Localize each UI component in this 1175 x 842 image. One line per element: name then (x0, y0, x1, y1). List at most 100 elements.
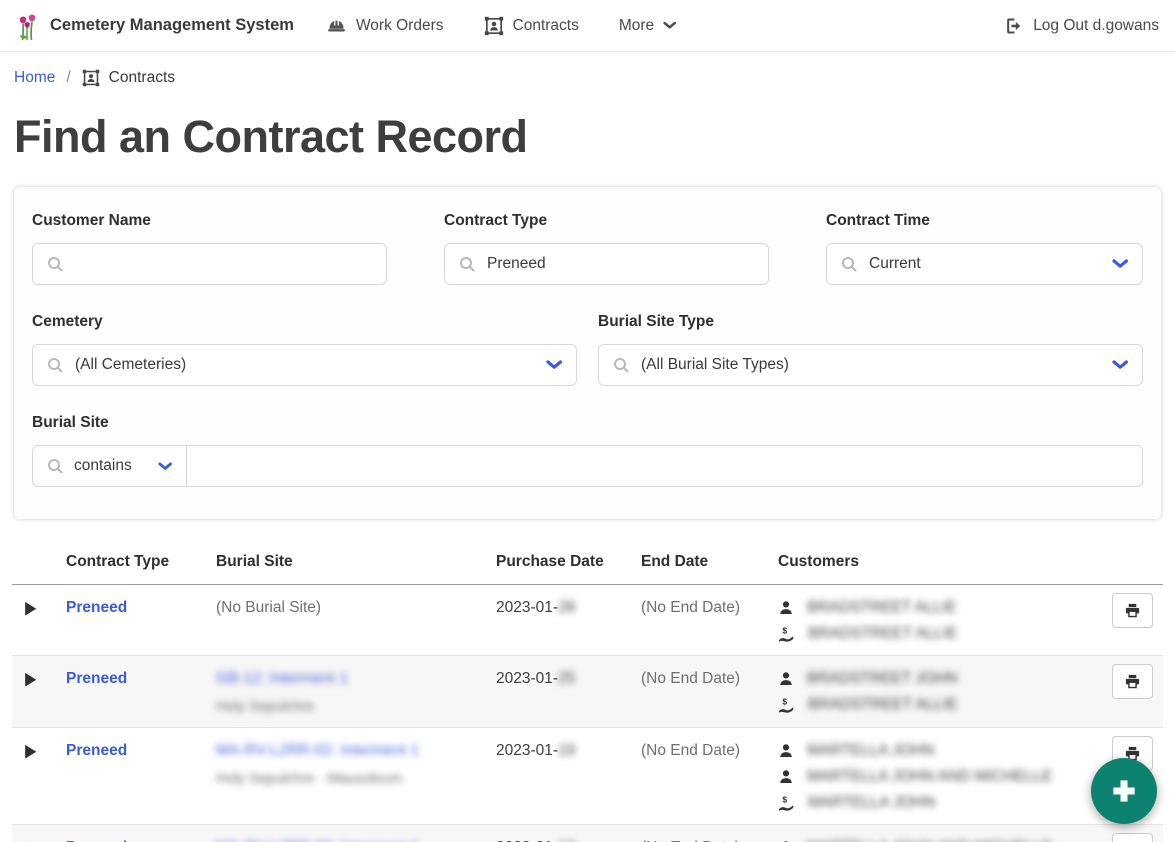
print-button[interactable] (1112, 593, 1153, 628)
contract-type-link[interactable]: Preneed (66, 670, 128, 687)
purchase-date: 2023-01-28 (496, 599, 576, 616)
customer-entry: BRADSTREET JOHN (778, 670, 1102, 688)
cemetery-label: Cemetery (32, 313, 103, 330)
expand-row-button[interactable] (24, 601, 37, 616)
tulips-logo-icon (16, 10, 39, 41)
nav-work-orders-label: Work Orders (355, 16, 444, 34)
breadcrumb-current: Contracts (81, 69, 176, 87)
hand-holding-dollar-icon (778, 626, 795, 642)
burial-site-link-redacted[interactable]: GB-12: Interment 1 (216, 670, 348, 687)
search-icon (47, 357, 63, 373)
end-date: (No End Date) (641, 670, 741, 687)
burial-site-type-value: (All Burial Site Types) (641, 356, 789, 373)
redacted-date-day: 12 (558, 839, 575, 842)
person-icon (778, 769, 794, 785)
table-row: Preneed GB-12: Interment 1 Holy Sepulchr… (12, 655, 1163, 728)
customer-name-redacted: BRADSTREET ALLIE (808, 625, 958, 642)
search-icon (613, 357, 629, 373)
add-contract-fab[interactable] (1091, 758, 1157, 824)
nav-contracts-label: Contracts (512, 16, 579, 34)
nav-more[interactable]: More (618, 16, 677, 35)
contract-type-link[interactable]: Preneed (66, 742, 128, 759)
page-title: Find an Contract Record (14, 111, 528, 162)
burial-site-combo: contains (32, 445, 1143, 487)
results-table-section: Contract Type Burial Site Purchase Date … (12, 541, 1163, 842)
chevron-down-icon (158, 461, 172, 471)
chevron-down-icon (546, 360, 562, 370)
burial-site-sub-redacted: Holy Sepulchre - Mausoleum (216, 771, 403, 787)
plus-icon (1109, 776, 1139, 806)
print-button[interactable] (1112, 664, 1153, 699)
contract-time-dropdown[interactable]: Current (826, 243, 1143, 285)
contract-type-link[interactable]: Preneed (66, 839, 127, 842)
redacted-date-day: 28 (558, 599, 576, 616)
person-icon (778, 671, 794, 687)
contract-time-field-group: Contract Time Current (826, 212, 1143, 285)
burial-site-operator-value: contains (74, 457, 132, 474)
hard-hat-icon (326, 15, 347, 36)
expand-row-button[interactable] (24, 744, 37, 759)
burial-site-field-group: Burial Site contains (32, 414, 1143, 487)
search-icon (47, 458, 63, 474)
burial-site-type-dropdown[interactable]: (All Burial Site Types) (598, 344, 1143, 386)
print-button[interactable] (1112, 833, 1153, 842)
contract-time-value: Current (869, 255, 921, 272)
nav-more-label: More (618, 16, 655, 34)
portrait-frame-icon (483, 15, 504, 36)
customer-entry: BRADSTREET ALLIE (778, 599, 1102, 617)
customer-name-redacted: BRADSTREET ALLIE (807, 599, 957, 616)
cemetery-dropdown[interactable]: (All Cemeteries) (32, 344, 577, 386)
breadcrumb: Home / Contracts (0, 52, 1175, 99)
nav-work-orders[interactable]: Work Orders (326, 15, 444, 36)
customer-name-field-group: Customer Name (32, 212, 387, 285)
burial-site-sub-redacted: Holy Sepulchre (216, 699, 315, 715)
burial-site-operator-dropdown[interactable]: contains (33, 446, 187, 486)
printer-icon (1124, 673, 1141, 690)
purchase-date: 2023-01-25 (496, 670, 576, 687)
breadcrumb-home-link[interactable]: Home (14, 69, 56, 86)
table-row: Preneed MA-RV-L2RR-02: Interment 1 Holy … (12, 728, 1163, 825)
contract-type-link[interactable]: Preneed (66, 599, 128, 616)
customer-name-redacted: MARTELLA JOHN (807, 742, 935, 759)
end-date: (No End Date) (641, 839, 740, 842)
customer-name-redacted: BRADSTREET JOHN (807, 670, 958, 687)
search-icon (841, 256, 857, 272)
portrait-frame-icon (81, 69, 100, 87)
expand-row-button[interactable] (24, 672, 37, 687)
table-row: Preneed MA-RV-L2RR-03: Interment 1 Holy … (12, 824, 1163, 842)
customer-entry: BRADSTREET ALLIE (778, 696, 1102, 714)
breadcrumb-current-label: Contracts (108, 69, 176, 86)
burial-site-link-redacted[interactable]: MA-RV-L2RR-03: Interment 1 (216, 839, 419, 842)
end-date: (No End Date) (641, 742, 741, 759)
customer-name-redacted: BRADSTREET ALLIE (808, 696, 958, 713)
redacted-date-day: 25 (558, 670, 576, 687)
customer-name-input-wrap (32, 243, 387, 285)
burial-site-input[interactable] (187, 446, 1142, 486)
customer-name-redacted: MARTELLA JOHN AND MICHELLE (807, 768, 1053, 785)
purchase-date: 2023-01-12 (496, 839, 575, 842)
header-contract-type: Contract Type (58, 541, 208, 585)
burial-site-label: Burial Site (32, 414, 109, 431)
chevron-down-icon (1112, 259, 1128, 269)
customer-name-input[interactable] (75, 244, 372, 284)
burial-site-link-redacted[interactable]: MA-RV-L2RR-02: Interment 1 (216, 742, 420, 759)
burial-site-type-label: Burial Site Type (598, 313, 714, 330)
logout-label: Log Out d.gowans (1033, 16, 1159, 34)
header-customers: Customers (770, 541, 1110, 585)
table-header-row: Contract Type Burial Site Purchase Date … (12, 541, 1163, 585)
contract-type-dropdown[interactable]: Preneed (444, 243, 769, 285)
customer-name-redacted: MARTELLA JOHN (808, 794, 936, 811)
search-icon (459, 256, 475, 272)
logout-button[interactable]: Log Out d.gowans (1004, 16, 1159, 36)
table-row: Preneed (No Burial Site) 2023-01-28 (No … (12, 585, 1163, 656)
header-burial-site: Burial Site (208, 541, 488, 585)
contracts-table: Contract Type Burial Site Purchase Date … (12, 541, 1163, 842)
hand-holding-dollar-icon (778, 795, 795, 811)
hand-holding-dollar-icon (778, 697, 795, 713)
chevron-down-icon (663, 21, 677, 30)
end-date: (No End Date) (641, 599, 741, 616)
nav-contracts[interactable]: Contracts (483, 15, 579, 36)
customer-entry: MARTELLA JOHN (778, 742, 1102, 760)
top-navbar: Cemetery Management System Work Orders C… (0, 0, 1175, 52)
customer-entry: BRADSTREET ALLIE (778, 625, 1102, 643)
